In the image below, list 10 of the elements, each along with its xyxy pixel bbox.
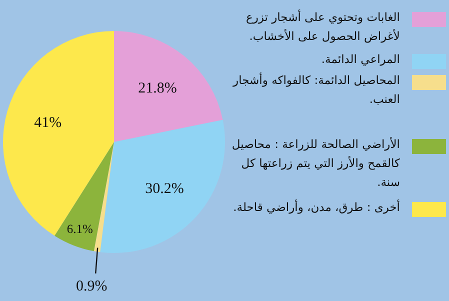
data-label: 41%	[34, 114, 62, 131]
legend-label: الغابات وتحتوي على أشجار تزرع لأغراض الحصول على الأخشاب.	[244, 8, 400, 45]
data-label: 21.8%	[138, 80, 177, 97]
data-label: 30.2%	[145, 180, 184, 197]
data-label: 6.1%	[66, 222, 93, 236]
legend-label: الأراضي الصالحة للزراعة : محاصيل كالقمح والأرز التي يتم زراعتها كل سنة.	[230, 136, 400, 191]
data-label: 0.9%	[76, 278, 108, 294]
legend-label: المحاصيل الدائمة: كالفواكه وأشجار العنب.	[232, 72, 400, 108]
legend-label: أخرى : طرق، مدن، وأراضي قاحلة.	[232, 198, 400, 216]
legend-label: المراعي الدائمة.	[320, 51, 400, 68]
